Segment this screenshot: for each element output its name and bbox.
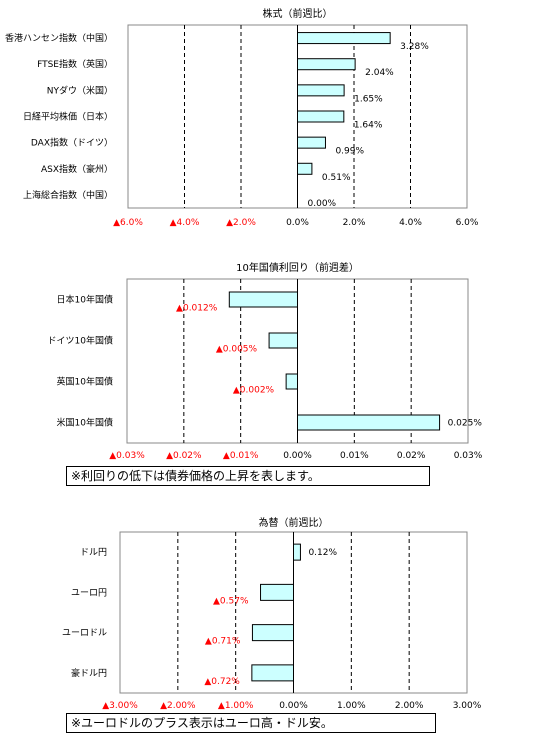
bond-category-label: 英国10年国債 <box>57 376 113 388</box>
stock-category-label: 香港ハンセン指数（中国） <box>5 32 113 44</box>
fx-category-label: ユーロドル <box>62 629 107 639</box>
stock-bar <box>297 110 345 123</box>
stock-value-label: 3.28% <box>400 42 429 52</box>
fx-category-label: ドル円 <box>80 547 107 558</box>
bond-value-label: ▲0.012% <box>176 304 218 314</box>
bond-tick-label: ▲0.02% <box>166 451 202 461</box>
bond-bar <box>297 414 441 431</box>
bond-bar <box>268 332 299 349</box>
fx-tick-label: ▲2.00% <box>160 701 196 711</box>
stock-category-label: 上海総合指数（中国） <box>23 189 113 201</box>
stock-value-label: 0.99% <box>335 147 364 157</box>
stock-tick-label: 4.0% <box>399 218 422 228</box>
bond-tick-label: ▲0.03% <box>109 451 145 461</box>
bond-bar <box>285 373 298 390</box>
fx-bar <box>251 624 295 642</box>
fx-tick-label: ▲1.00% <box>218 701 254 711</box>
fx-tick-label: 2.00% <box>395 701 424 711</box>
stock-category-label: NYダウ（米国） <box>47 84 113 96</box>
fx-value-label: 0.12% <box>308 548 337 558</box>
stock-tick-label: 0.0% <box>286 218 309 228</box>
bond-bar <box>228 291 298 308</box>
fx-bar <box>251 664 294 682</box>
fx-value-label: ▲0.57% <box>213 596 249 606</box>
stock-tick-label: 6.0% <box>456 218 479 228</box>
bond-tick-label: 0.03% <box>454 451 483 461</box>
bond-category-label: 米国10年国債 <box>57 417 113 429</box>
bond-category-label: ドイツ10年国債 <box>48 335 113 347</box>
stock-bar <box>297 136 326 149</box>
fx-tick-label: 1.00% <box>337 701 366 711</box>
bond-tick-label: ▲0.01% <box>223 451 259 461</box>
stock-value-label: 2.04% <box>365 68 394 78</box>
bond-value-label: ▲0.005% <box>216 345 258 355</box>
fx-bar <box>260 583 295 601</box>
fx-category-label: 豪ドル円 <box>71 667 107 679</box>
bond-value-label: 0.025% <box>448 419 483 429</box>
bond-tick-label: 0.01% <box>340 451 369 461</box>
fx-note: ※ユーロドルのプラス表示はユーロ高・ドル安。 <box>66 713 436 733</box>
stock-bar <box>297 58 356 71</box>
stock-category-label: DAX指数（ドイツ） <box>31 137 113 149</box>
stock-value-label: 0.51% <box>322 173 351 183</box>
stock-bar <box>297 162 313 175</box>
bond-chart-title: 10年国債利回り（前週差） <box>236 261 359 274</box>
stock-value-label: 1.64% <box>354 121 383 131</box>
bond-tick-label: 0.02% <box>397 451 426 461</box>
stock-category-label: FTSE指数（英国） <box>37 58 113 70</box>
bond-value-label: ▲0.002% <box>233 386 275 396</box>
stock-tick-label: 2.0% <box>343 218 366 228</box>
stock-bar <box>297 84 345 97</box>
fx-tick-label: 0.00% <box>279 701 308 711</box>
fx-value-label: ▲0.71% <box>205 637 241 647</box>
stock-value-label: 0.00% <box>308 199 337 209</box>
fx-tick-label: 3.00% <box>453 701 482 711</box>
stock-bar <box>297 32 391 45</box>
fx-value-label: ▲0.72% <box>204 677 240 687</box>
stock-tick-label: ▲6.0% <box>113 218 143 228</box>
bond-tick-label: 0.00% <box>283 451 312 461</box>
stock-value-label: 1.65% <box>354 94 383 104</box>
stock-category-label: 日経平均株価（日本） <box>23 111 113 123</box>
bond-note: ※利回りの低下は債券価格の上昇を表します。 <box>66 466 430 486</box>
fx-bar <box>293 543 301 561</box>
fx-category-label: ユーロ円 <box>71 587 107 598</box>
fx-tick-label: ▲3.00% <box>102 701 138 711</box>
stock-tick-label: ▲2.0% <box>226 218 256 228</box>
stock-tick-label: ▲4.0% <box>170 218 200 228</box>
fx-chart-title: 為替（前週比） <box>259 516 329 529</box>
stock-category-label: ASX指数（豪州） <box>41 163 113 175</box>
stock-chart-title: 株式（前週比） <box>263 7 333 20</box>
bond-category-label: 日本10年国債 <box>57 294 113 306</box>
